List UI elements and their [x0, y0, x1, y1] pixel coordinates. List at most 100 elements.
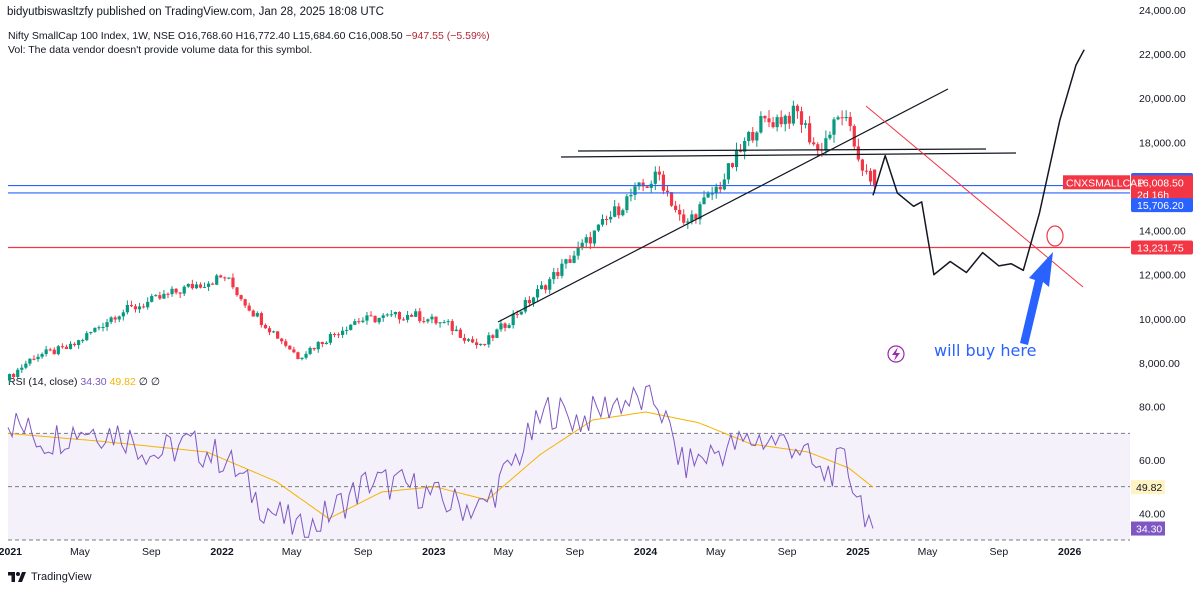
candle-body: [580, 242, 584, 248]
candle-body: [864, 170, 869, 172]
candle: [836, 115, 840, 121]
candle: [243, 298, 247, 308]
candle: [381, 313, 385, 322]
time-axis-tick: May: [282, 546, 303, 558]
candle: [194, 281, 199, 290]
candle-body: [848, 116, 852, 127]
candle-body: [609, 216, 613, 220]
candle-body: [296, 352, 300, 360]
rsi-ma-tag: 49.82: [1131, 480, 1165, 495]
symbol-name[interactable]: Nifty SmallCap 100 Index, 1W, NSE: [8, 30, 175, 42]
candle-body: [357, 321, 361, 323]
candle-body: [592, 230, 596, 244]
candle: [832, 117, 836, 143]
candle-body: [872, 169, 877, 187]
candle: [397, 311, 402, 324]
candle: [68, 341, 73, 350]
low-value: L15,684.60: [292, 30, 346, 42]
candle: [271, 330, 276, 334]
rsi-value-tag: 34.30: [1131, 521, 1165, 536]
candle-body: [629, 194, 633, 197]
candle: [142, 303, 146, 309]
footer-brand[interactable]: TradingView: [8, 571, 92, 583]
candle: [211, 282, 215, 285]
candle: [783, 114, 787, 132]
candle-body: [414, 311, 418, 317]
candle: [592, 230, 596, 247]
candle: [150, 293, 154, 303]
rsi-title[interactable]: RSI (14, close): [8, 376, 78, 388]
candle: [755, 131, 759, 147]
candle: [44, 345, 48, 357]
candle-body: [52, 349, 56, 355]
candle-body: [726, 163, 730, 180]
candle-body: [751, 132, 755, 141]
candle-body: [657, 171, 661, 175]
candle-body: [714, 186, 718, 194]
candle: [844, 110, 848, 122]
candle-body: [24, 363, 28, 368]
candle: [568, 255, 572, 263]
buy-zone-circle: [1046, 225, 1064, 247]
candle: [491, 333, 495, 342]
candle-body: [511, 313, 515, 326]
annotation-text: will buy here: [934, 341, 1036, 360]
candle: [373, 315, 377, 323]
candle-body: [48, 349, 52, 351]
candle: [202, 282, 207, 289]
candle: [495, 328, 499, 338]
candle-body: [377, 317, 381, 323]
candle-body: [194, 284, 199, 289]
candle-body: [475, 342, 479, 346]
candle: [304, 351, 308, 360]
candle: [787, 111, 791, 129]
price-axis-tick: 18,000.00: [1139, 137, 1186, 149]
candle-body: [791, 105, 795, 124]
candle-body: [239, 295, 243, 300]
candle: [848, 111, 852, 132]
candle: [320, 341, 324, 348]
candle: [174, 288, 178, 295]
candle-body: [840, 117, 844, 119]
candle-body: [56, 346, 60, 355]
candle: [860, 158, 865, 177]
candle-body: [280, 338, 284, 342]
candle-body: [702, 197, 706, 205]
time-axis-tick: 2023: [422, 546, 446, 558]
candle: [259, 311, 263, 328]
candle: [840, 110, 844, 126]
candle: [629, 188, 633, 202]
candle: [657, 166, 661, 181]
candle: [649, 180, 653, 193]
rsi-ma-tag-bg: [1131, 480, 1165, 495]
candle: [588, 231, 592, 250]
candle-body: [401, 319, 406, 321]
candle: [357, 317, 361, 325]
candle: [609, 211, 613, 223]
candle-body: [483, 343, 487, 345]
candle-body: [304, 353, 308, 358]
candle-body: [60, 346, 64, 348]
candle-body: [223, 277, 227, 279]
candle-body: [150, 296, 154, 302]
candle: [694, 213, 698, 224]
candle: [405, 310, 410, 323]
candle-body: [369, 315, 373, 317]
candle-body: [284, 341, 288, 346]
candle: [527, 296, 532, 307]
candle-body: [198, 284, 203, 288]
candle-body: [698, 204, 702, 220]
candle-body: [860, 159, 865, 171]
candle: [466, 338, 471, 342]
candle: [93, 327, 97, 333]
rsi-ma-tag-text: 49.82: [1136, 482, 1162, 494]
time-axis-tick: 2026: [1058, 546, 1082, 558]
candle: [52, 347, 56, 355]
candle: [653, 166, 657, 190]
candle: [60, 343, 64, 349]
candle: [552, 267, 556, 285]
candle-body: [633, 186, 637, 195]
candle: [85, 331, 89, 342]
candle-body: [426, 319, 430, 322]
